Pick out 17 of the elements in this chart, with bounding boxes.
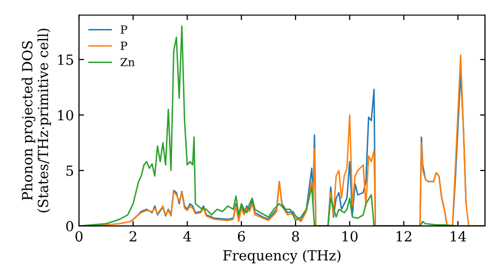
x-tick-label: 14 xyxy=(450,231,466,242)
x-tick-label: 4 xyxy=(183,231,191,242)
x-tick-label: 10 xyxy=(342,231,358,242)
x-tick-label: 2 xyxy=(130,231,136,242)
y-tick-label: 15 xyxy=(58,54,74,65)
y-tick-label: 5 xyxy=(66,166,74,176)
y-tick-label: 10 xyxy=(58,110,74,120)
y-tick-label: 0 xyxy=(66,220,74,232)
y-axis-title: Phonon projected DOS (States/THz·primitive cell) xyxy=(22,28,51,212)
x-tick-label: 8 xyxy=(292,231,300,242)
legend-label: Zn xyxy=(120,58,135,66)
x-axis-title: Frequency (THz) xyxy=(223,250,340,264)
x-tick-label: 12 xyxy=(396,231,412,242)
x-tick-label: 0 xyxy=(75,231,82,242)
legend-label: P xyxy=(120,25,128,34)
legend-label: P xyxy=(120,42,128,50)
x-tick-label: 6 xyxy=(238,231,245,242)
